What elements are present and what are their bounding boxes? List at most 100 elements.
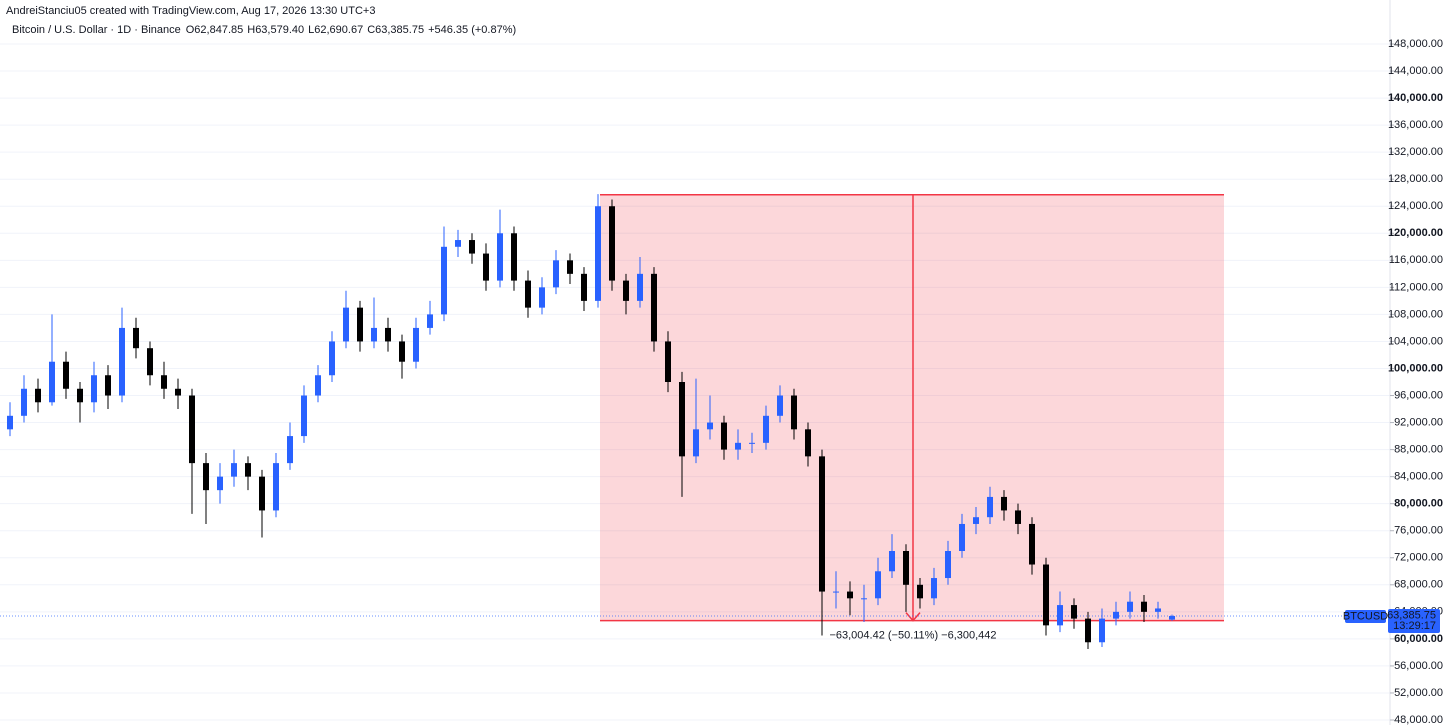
candle-body bbox=[973, 517, 979, 524]
y-tick-label: 88,000.00 bbox=[1394, 444, 1443, 456]
y-tick-label: 148,000.00 bbox=[1388, 38, 1443, 50]
candle-body bbox=[1029, 523, 1035, 565]
y-tick-label: 116,000.00 bbox=[1389, 254, 1443, 266]
candle-body bbox=[917, 584, 923, 599]
ohlc-label: C bbox=[367, 24, 375, 36]
y-tick-label: 68,000.00 bbox=[1394, 579, 1443, 591]
candle-body bbox=[735, 442, 741, 450]
ohlc-value: 62,847.85 bbox=[194, 24, 243, 36]
candle-body bbox=[1169, 615, 1175, 620]
candle-body bbox=[427, 314, 433, 328]
candle-body bbox=[959, 523, 965, 551]
candle-body bbox=[105, 375, 111, 396]
y-tick-label: 128,000.00 bbox=[1388, 173, 1443, 185]
candle-body bbox=[889, 551, 895, 572]
candle-body bbox=[553, 260, 559, 288]
candle-body bbox=[315, 375, 321, 396]
candle-body bbox=[861, 598, 867, 600]
candle-body bbox=[987, 496, 993, 518]
candle-body bbox=[1155, 608, 1161, 612]
candle-body bbox=[329, 341, 335, 376]
candle-body bbox=[581, 273, 587, 301]
candle-body bbox=[455, 240, 461, 247]
candle-body bbox=[161, 375, 167, 389]
candle-body bbox=[63, 361, 69, 389]
candle-body bbox=[497, 233, 503, 281]
candle-body bbox=[1015, 510, 1021, 524]
y-tick-label: 48,000.00 bbox=[1394, 714, 1443, 725]
candle-body bbox=[147, 348, 153, 376]
candle-body bbox=[301, 395, 307, 437]
candle-body bbox=[385, 327, 391, 342]
symbol-tag: BTCUSD bbox=[1343, 610, 1388, 622]
ohlc-label: O bbox=[186, 24, 195, 36]
candle-body bbox=[651, 273, 657, 342]
y-tick-label: 132,000.00 bbox=[1388, 146, 1443, 158]
measure-box bbox=[600, 194, 1224, 621]
candle-body bbox=[259, 476, 265, 511]
y-tick-label: 120,000.00 bbox=[1388, 227, 1443, 239]
candle-body bbox=[707, 422, 713, 430]
y-tick-label: 112,000.00 bbox=[1389, 281, 1443, 293]
change-value: +546.35 (+0.87%) bbox=[428, 24, 516, 36]
candle-body bbox=[903, 551, 909, 585]
candle-body bbox=[91, 375, 97, 403]
candle-body bbox=[77, 388, 83, 403]
y-tick-label: 124,000.00 bbox=[1388, 200, 1443, 212]
candle-body bbox=[469, 240, 475, 254]
candle-body bbox=[945, 551, 951, 579]
candle-body bbox=[721, 422, 727, 450]
candle-body bbox=[1043, 564, 1049, 626]
candle-body bbox=[777, 395, 783, 416]
candle-body bbox=[441, 246, 447, 315]
candle-body bbox=[245, 463, 251, 477]
ohlc-label: L bbox=[308, 24, 314, 36]
candle-body bbox=[1141, 601, 1147, 612]
candle-body bbox=[525, 280, 531, 308]
candle-body bbox=[931, 578, 937, 599]
candle-body bbox=[21, 388, 27, 416]
y-tick-label: 84,000.00 bbox=[1394, 471, 1443, 483]
candle-body bbox=[371, 327, 377, 342]
candle-body bbox=[1099, 618, 1105, 643]
candle-body bbox=[595, 206, 601, 301]
candle-body bbox=[175, 388, 181, 396]
candle-body bbox=[133, 327, 139, 349]
candle-body bbox=[679, 382, 685, 457]
countdown-tag: 13:29:17 bbox=[1393, 620, 1436, 632]
y-tick-label: 100,000.00 bbox=[1388, 362, 1443, 374]
ohlc-label: H bbox=[247, 24, 255, 36]
candle-body bbox=[7, 415, 13, 430]
y-tick-label: 144,000.00 bbox=[1388, 65, 1443, 77]
candle-body bbox=[819, 456, 825, 592]
y-tick-label: 72,000.00 bbox=[1394, 552, 1443, 564]
candle-body bbox=[49, 361, 55, 403]
candle-body bbox=[413, 327, 419, 362]
candle-body bbox=[287, 436, 293, 464]
candle-body bbox=[791, 395, 797, 430]
y-tick-label: 104,000.00 bbox=[1388, 335, 1443, 347]
measure-arrowhead bbox=[905, 612, 921, 622]
y-tick-label: 80,000.00 bbox=[1394, 498, 1443, 510]
candle-body bbox=[1001, 496, 1007, 511]
candle-body bbox=[1085, 618, 1091, 643]
candle-body bbox=[805, 429, 811, 457]
y-tick-label: 140,000.00 bbox=[1388, 92, 1443, 104]
ohlc-value: 63,385.75 bbox=[375, 24, 424, 36]
y-tick-label: 76,000.00 bbox=[1394, 525, 1443, 537]
price-tag: 63,385.75 bbox=[1387, 609, 1436, 621]
candle-body bbox=[357, 307, 363, 342]
candle-body bbox=[749, 442, 755, 444]
candle-body bbox=[1127, 601, 1133, 612]
candle-body bbox=[273, 463, 279, 511]
candle-body bbox=[511, 233, 517, 281]
measure-label: −63,004.42 (−50.11%) −6,300,442 bbox=[829, 630, 996, 642]
candle-body bbox=[217, 476, 223, 491]
price-tag-bg bbox=[1388, 608, 1440, 633]
y-tick-label: 60,000.00 bbox=[1394, 633, 1443, 645]
candle-body bbox=[539, 287, 545, 308]
candle-body bbox=[665, 341, 671, 382]
candle-body bbox=[119, 327, 125, 396]
candle-body bbox=[847, 591, 853, 599]
